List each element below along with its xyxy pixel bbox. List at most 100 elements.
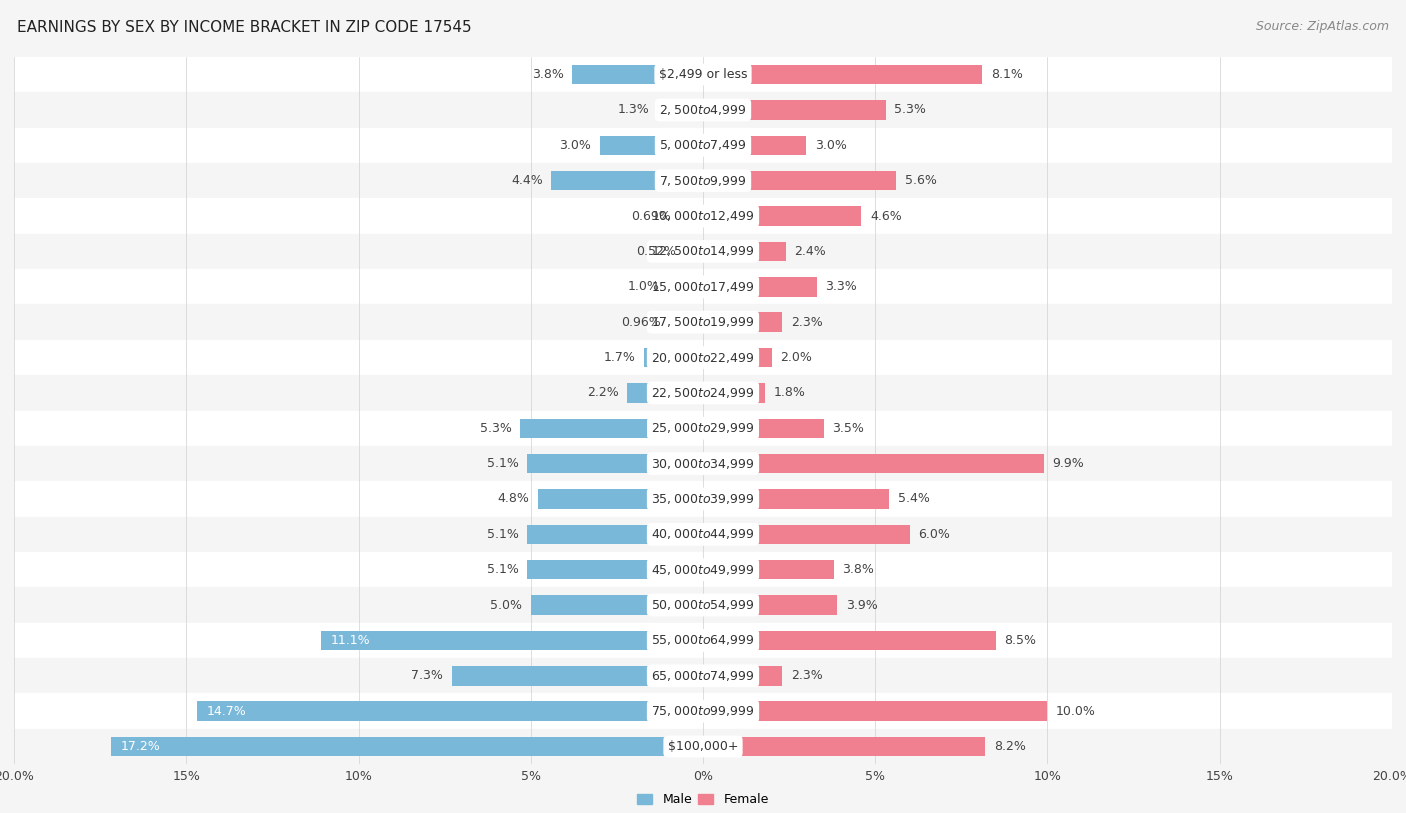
Bar [703,666,782,685]
Bar [685,241,703,261]
Bar [14,128,1392,163]
Legend: Male, Female: Male, Female [633,788,773,811]
Text: 2.0%: 2.0% [780,351,813,364]
Text: 17.2%: 17.2% [121,740,160,753]
Bar [703,595,838,615]
Text: 0.52%: 0.52% [637,245,676,258]
Text: 2.2%: 2.2% [586,386,619,399]
Bar [14,375,1392,411]
Text: 8.2%: 8.2% [994,740,1026,753]
Text: 5.3%: 5.3% [894,103,927,116]
Text: $2,499 or less: $2,499 or less [659,68,747,81]
Bar [703,454,1045,473]
Text: $35,000 to $39,999: $35,000 to $39,999 [651,492,755,506]
Bar [14,57,1392,92]
Bar [451,666,703,685]
Bar [14,587,1392,623]
Text: 4.8%: 4.8% [498,493,529,506]
Text: $40,000 to $44,999: $40,000 to $44,999 [651,528,755,541]
Bar [703,348,772,367]
Text: 0.69%: 0.69% [631,210,671,223]
Bar [703,631,995,650]
Text: $50,000 to $54,999: $50,000 to $54,999 [651,598,755,612]
Text: $10,000 to $12,499: $10,000 to $12,499 [651,209,755,223]
Text: $5,000 to $7,499: $5,000 to $7,499 [659,138,747,152]
Bar [703,524,910,544]
Text: 14.7%: 14.7% [207,705,246,718]
Text: 10.0%: 10.0% [1056,705,1095,718]
Bar [14,411,1392,446]
Text: 3.9%: 3.9% [846,598,877,611]
Bar [527,560,703,580]
Text: $75,000 to $99,999: $75,000 to $99,999 [651,704,755,718]
Text: 5.4%: 5.4% [897,493,929,506]
Text: 3.8%: 3.8% [842,563,875,576]
Text: $7,500 to $9,999: $7,500 to $9,999 [659,174,747,188]
Text: 3.3%: 3.3% [825,280,858,293]
Bar [703,702,1047,721]
Bar [551,171,703,190]
Bar [627,383,703,402]
Text: 6.0%: 6.0% [918,528,950,541]
Bar [14,659,1392,693]
Text: 2.4%: 2.4% [794,245,827,258]
Text: $2,500 to $4,999: $2,500 to $4,999 [659,103,747,117]
Text: $55,000 to $64,999: $55,000 to $64,999 [651,633,755,647]
Text: 3.0%: 3.0% [560,139,591,152]
Text: 0.96%: 0.96% [621,315,661,328]
Bar [703,489,889,509]
Text: $15,000 to $17,499: $15,000 to $17,499 [651,280,755,293]
Bar [14,481,1392,517]
Text: $25,000 to $29,999: $25,000 to $29,999 [651,421,755,435]
Text: $45,000 to $49,999: $45,000 to $49,999 [651,563,755,576]
Bar [14,446,1392,481]
Bar [703,207,862,226]
Bar [669,312,703,332]
Text: $12,500 to $14,999: $12,500 to $14,999 [651,245,755,259]
Bar [679,207,703,226]
Text: 2.3%: 2.3% [790,669,823,682]
Bar [527,524,703,544]
Bar [703,277,817,297]
Text: 5.1%: 5.1% [486,457,519,470]
Bar [703,171,896,190]
Bar [527,454,703,473]
Text: $100,000+: $100,000+ [668,740,738,753]
Text: 3.8%: 3.8% [531,68,564,81]
Bar [14,623,1392,658]
Text: 5.0%: 5.0% [491,598,522,611]
Text: EARNINGS BY SEX BY INCOME BRACKET IN ZIP CODE 17545: EARNINGS BY SEX BY INCOME BRACKET IN ZIP… [17,20,471,35]
Bar [537,489,703,509]
Bar [14,693,1392,729]
Bar [703,383,765,402]
Bar [14,517,1392,552]
Text: 5.3%: 5.3% [479,422,512,435]
Bar [14,304,1392,340]
Text: 9.9%: 9.9% [1053,457,1084,470]
Bar [520,419,703,438]
Text: 1.7%: 1.7% [605,351,636,364]
Text: 8.5%: 8.5% [1004,634,1036,647]
Bar [14,163,1392,198]
Bar [599,136,703,155]
Bar [703,737,986,756]
Text: Source: ZipAtlas.com: Source: ZipAtlas.com [1256,20,1389,33]
Text: 1.0%: 1.0% [628,280,659,293]
Bar [703,136,807,155]
Text: $17,500 to $19,999: $17,500 to $19,999 [651,315,755,329]
Bar [111,737,703,756]
Text: 11.1%: 11.1% [330,634,371,647]
Bar [14,340,1392,375]
Text: 5.1%: 5.1% [486,563,519,576]
Bar [321,631,703,650]
Text: 1.8%: 1.8% [773,386,806,399]
Bar [669,277,703,297]
Text: 5.6%: 5.6% [904,174,936,187]
Bar [703,241,786,261]
Bar [703,312,782,332]
Text: 7.3%: 7.3% [411,669,443,682]
Text: $22,500 to $24,999: $22,500 to $24,999 [651,386,755,400]
Text: 4.6%: 4.6% [870,210,901,223]
Text: 3.5%: 3.5% [832,422,865,435]
Bar [644,348,703,367]
